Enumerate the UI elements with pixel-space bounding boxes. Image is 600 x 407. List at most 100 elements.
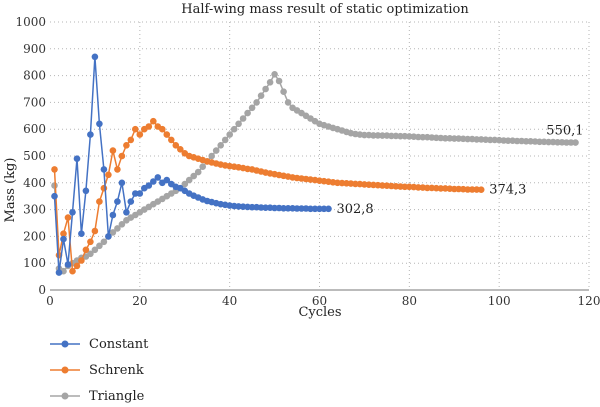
data-point-triangle bbox=[96, 242, 103, 250]
data-point-triangle bbox=[217, 142, 224, 149]
data-point-constant bbox=[109, 211, 117, 219]
data-point-triangle bbox=[572, 139, 579, 146]
legend-swatch-marker bbox=[61, 392, 69, 400]
y-axis-label: Mass (kg) bbox=[3, 158, 18, 223]
data-point-triangle bbox=[257, 92, 265, 99]
data-point-triangle bbox=[280, 88, 287, 95]
data-point-constant bbox=[82, 187, 90, 195]
data-point-triangle bbox=[262, 85, 269, 93]
data-point-schrenk bbox=[132, 125, 139, 133]
data-point-triangle bbox=[212, 147, 220, 154]
data-point-triangle bbox=[109, 229, 117, 236]
data-point-schrenk bbox=[64, 214, 72, 221]
data-point-schrenk bbox=[118, 152, 126, 160]
data-point-schrenk bbox=[477, 186, 485, 193]
data-point-schrenk bbox=[87, 238, 94, 246]
data-point-schrenk bbox=[82, 246, 90, 254]
y-tick-label: 600 bbox=[23, 122, 46, 136]
data-point-schrenk bbox=[168, 136, 175, 144]
series-triangle bbox=[51, 71, 579, 275]
data-point-triangle bbox=[230, 125, 238, 133]
data-point-triangle bbox=[235, 120, 242, 128]
legend-swatch-marker bbox=[61, 340, 69, 348]
data-point-schrenk bbox=[91, 227, 99, 235]
x-axis-label: Cycles bbox=[298, 305, 341, 320]
data-point-triangle bbox=[87, 250, 94, 258]
data-point-schrenk bbox=[73, 262, 81, 270]
data-point-schrenk bbox=[109, 147, 117, 154]
data-point-constant bbox=[325, 205, 332, 213]
x-tick-label: 120 bbox=[578, 294, 600, 308]
data-point-schrenk bbox=[163, 131, 171, 138]
legend-item-triangle: Triangle bbox=[50, 389, 145, 404]
data-point-constant bbox=[114, 198, 121, 205]
y-tick-label: 800 bbox=[23, 69, 46, 83]
data-point-schrenk bbox=[172, 142, 180, 149]
data-point-triangle bbox=[185, 176, 193, 184]
data-point-constant bbox=[105, 233, 112, 240]
data-point-schrenk bbox=[145, 123, 153, 130]
data-point-schrenk bbox=[127, 136, 135, 144]
data-point-triangle bbox=[244, 109, 251, 117]
x-tick-label: 60 bbox=[312, 294, 327, 308]
data-point-schrenk bbox=[78, 257, 85, 264]
data-point-schrenk bbox=[114, 166, 121, 173]
data-point-constant bbox=[51, 192, 58, 200]
legend-label: Triangle bbox=[89, 389, 145, 404]
y-tick-labels: 0 100 200 300 400 500 600 700 800 900 1000 bbox=[15, 15, 46, 297]
series-line-constant bbox=[53, 56, 329, 273]
y-tick-label: 700 bbox=[23, 95, 46, 109]
data-point-schrenk bbox=[60, 230, 67, 237]
end-label-triangle: 550,1 bbox=[546, 124, 583, 139]
data-point-triangle bbox=[181, 180, 189, 188]
data-point-triangle bbox=[275, 77, 283, 85]
legend-swatch-marker bbox=[61, 366, 69, 374]
data-point-triangle bbox=[190, 172, 197, 180]
data-point-triangle bbox=[100, 238, 108, 246]
data-point-schrenk bbox=[159, 125, 166, 133]
series-schrenk bbox=[51, 117, 485, 275]
data-point-triangle bbox=[271, 71, 278, 78]
y-tick-label: 500 bbox=[23, 149, 46, 163]
data-point-constant bbox=[78, 230, 85, 237]
x-tick-label: 40 bbox=[222, 294, 237, 308]
y-tick-label: 100 bbox=[23, 256, 46, 270]
y-tick-label: 1000 bbox=[15, 15, 46, 29]
legend: Constant Schrenk Triangle bbox=[50, 337, 149, 404]
data-point-constant bbox=[154, 174, 162, 181]
data-point-constant bbox=[163, 176, 171, 184]
data-point-triangle bbox=[194, 168, 202, 176]
data-point-schrenk bbox=[150, 117, 157, 125]
data-point-constant bbox=[150, 178, 157, 185]
data-point-constant bbox=[91, 53, 99, 61]
data-point-constant bbox=[60, 235, 67, 243]
data-point-constant bbox=[73, 155, 81, 162]
x-tick-label: 20 bbox=[132, 294, 147, 308]
legend-item-schrenk: Schrenk bbox=[50, 363, 144, 378]
y-tick-label: 0 bbox=[38, 283, 46, 297]
data-point-constant bbox=[127, 198, 135, 205]
data-point-triangle bbox=[118, 221, 126, 228]
end-labels: 550,1 374,3 302,8 bbox=[336, 124, 583, 217]
data-point-constant bbox=[64, 261, 72, 268]
legend-item-constant: Constant bbox=[50, 337, 149, 352]
series-group bbox=[51, 53, 579, 276]
data-point-schrenk bbox=[136, 131, 144, 138]
data-point-triangle bbox=[114, 225, 121, 232]
data-point-schrenk bbox=[123, 142, 130, 149]
data-point-triangle bbox=[208, 152, 215, 160]
x-tick-label: 80 bbox=[402, 294, 417, 308]
data-point-schrenk bbox=[51, 166, 58, 173]
data-point-schrenk bbox=[96, 198, 103, 205]
series-constant bbox=[51, 53, 332, 276]
end-label-schrenk: 374,3 bbox=[489, 183, 526, 198]
y-tick-label: 400 bbox=[23, 176, 46, 190]
series-line-triangle bbox=[53, 72, 576, 273]
y-tick-label: 900 bbox=[23, 42, 46, 56]
data-point-constant bbox=[69, 209, 76, 216]
data-point-schrenk bbox=[69, 267, 76, 275]
data-point-constant bbox=[145, 182, 153, 189]
legend-label: Constant bbox=[89, 337, 149, 352]
data-point-constant bbox=[118, 179, 126, 187]
